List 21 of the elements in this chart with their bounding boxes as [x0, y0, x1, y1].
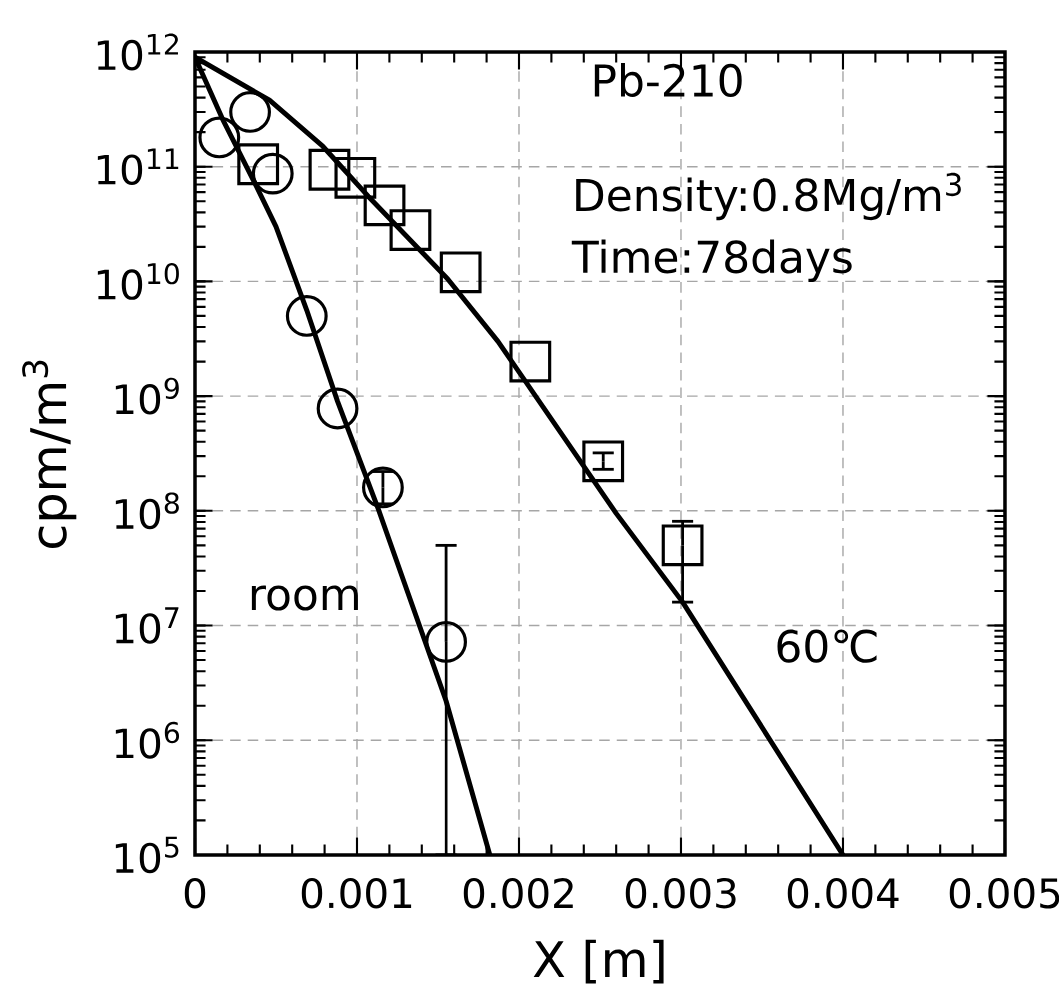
- x-tick-label: 0.005: [949, 877, 1059, 909]
- y-tick-label: 10$^{9}$: [115, 377, 179, 415]
- y-tick-label: 10$^{7}$: [115, 607, 179, 644]
- x-axis-title: X [m]: [533, 939, 664, 984]
- annotation: Time:78days: [571, 239, 852, 283]
- annotation: Density:0.8Mg/m$^{3}$: [576, 172, 961, 221]
- annotation: room: [251, 585, 358, 611]
- y-tick-label: 10$^{5}$: [115, 836, 179, 874]
- x-tick-label: 0.001: [301, 877, 412, 909]
- annotation: Pb-210: [594, 63, 742, 98]
- x-tick-label: 0.004: [787, 877, 899, 909]
- y-tick-label: 10$^{6}$: [115, 721, 180, 759]
- x-tick-label: 0.003: [625, 877, 736, 909]
- x-tick-label: 0: [184, 877, 206, 909]
- annotation: 60℃: [777, 629, 877, 663]
- x-tick-label: 0.002: [463, 877, 573, 909]
- y-tick-label: 10$^{8}$: [115, 492, 179, 530]
- y-tick-label: 10$^{10}$: [97, 262, 179, 300]
- y-tick-label: 10$^{11}$: [97, 148, 179, 185]
- y-tick-label: 10$^{12}$: [97, 33, 178, 71]
- y-axis-title: cpm/m$^{3}$: [22, 360, 77, 548]
